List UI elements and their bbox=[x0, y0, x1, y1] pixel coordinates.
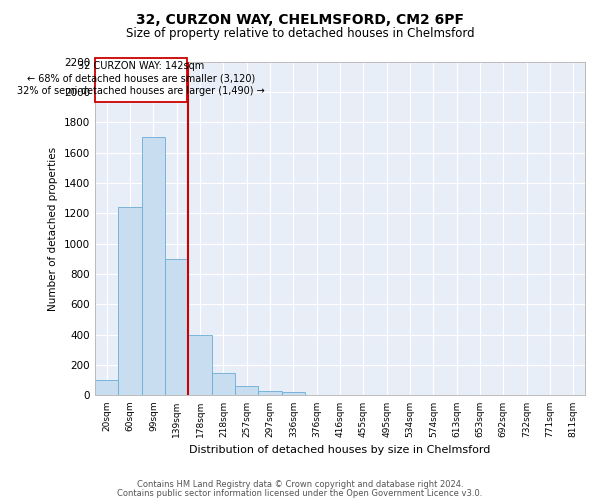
Bar bbox=[118, 207, 142, 396]
Text: 32 CURZON WAY: 142sqm: 32 CURZON WAY: 142sqm bbox=[78, 61, 205, 71]
Text: 32% of semi-detached houses are larger (1,490) →: 32% of semi-detached houses are larger (… bbox=[17, 86, 265, 97]
Text: ← 68% of detached houses are smaller (3,120): ← 68% of detached houses are smaller (3,… bbox=[27, 74, 256, 84]
Bar bbox=[142, 138, 165, 396]
Bar bbox=[188, 334, 212, 396]
Bar bbox=[259, 391, 282, 396]
Text: Contains HM Land Registry data © Crown copyright and database right 2024.: Contains HM Land Registry data © Crown c… bbox=[137, 480, 463, 489]
Bar bbox=[95, 380, 118, 396]
Text: 32, CURZON WAY, CHELMSFORD, CM2 6PF: 32, CURZON WAY, CHELMSFORD, CM2 6PF bbox=[136, 12, 464, 26]
FancyBboxPatch shape bbox=[95, 58, 187, 102]
Bar bbox=[282, 392, 305, 396]
Bar bbox=[165, 259, 188, 396]
Bar bbox=[212, 372, 235, 396]
Y-axis label: Number of detached properties: Number of detached properties bbox=[49, 146, 58, 310]
Text: Size of property relative to detached houses in Chelmsford: Size of property relative to detached ho… bbox=[125, 28, 475, 40]
Text: Contains public sector information licensed under the Open Government Licence v3: Contains public sector information licen… bbox=[118, 488, 482, 498]
Bar bbox=[235, 386, 259, 396]
X-axis label: Distribution of detached houses by size in Chelmsford: Distribution of detached houses by size … bbox=[190, 445, 491, 455]
